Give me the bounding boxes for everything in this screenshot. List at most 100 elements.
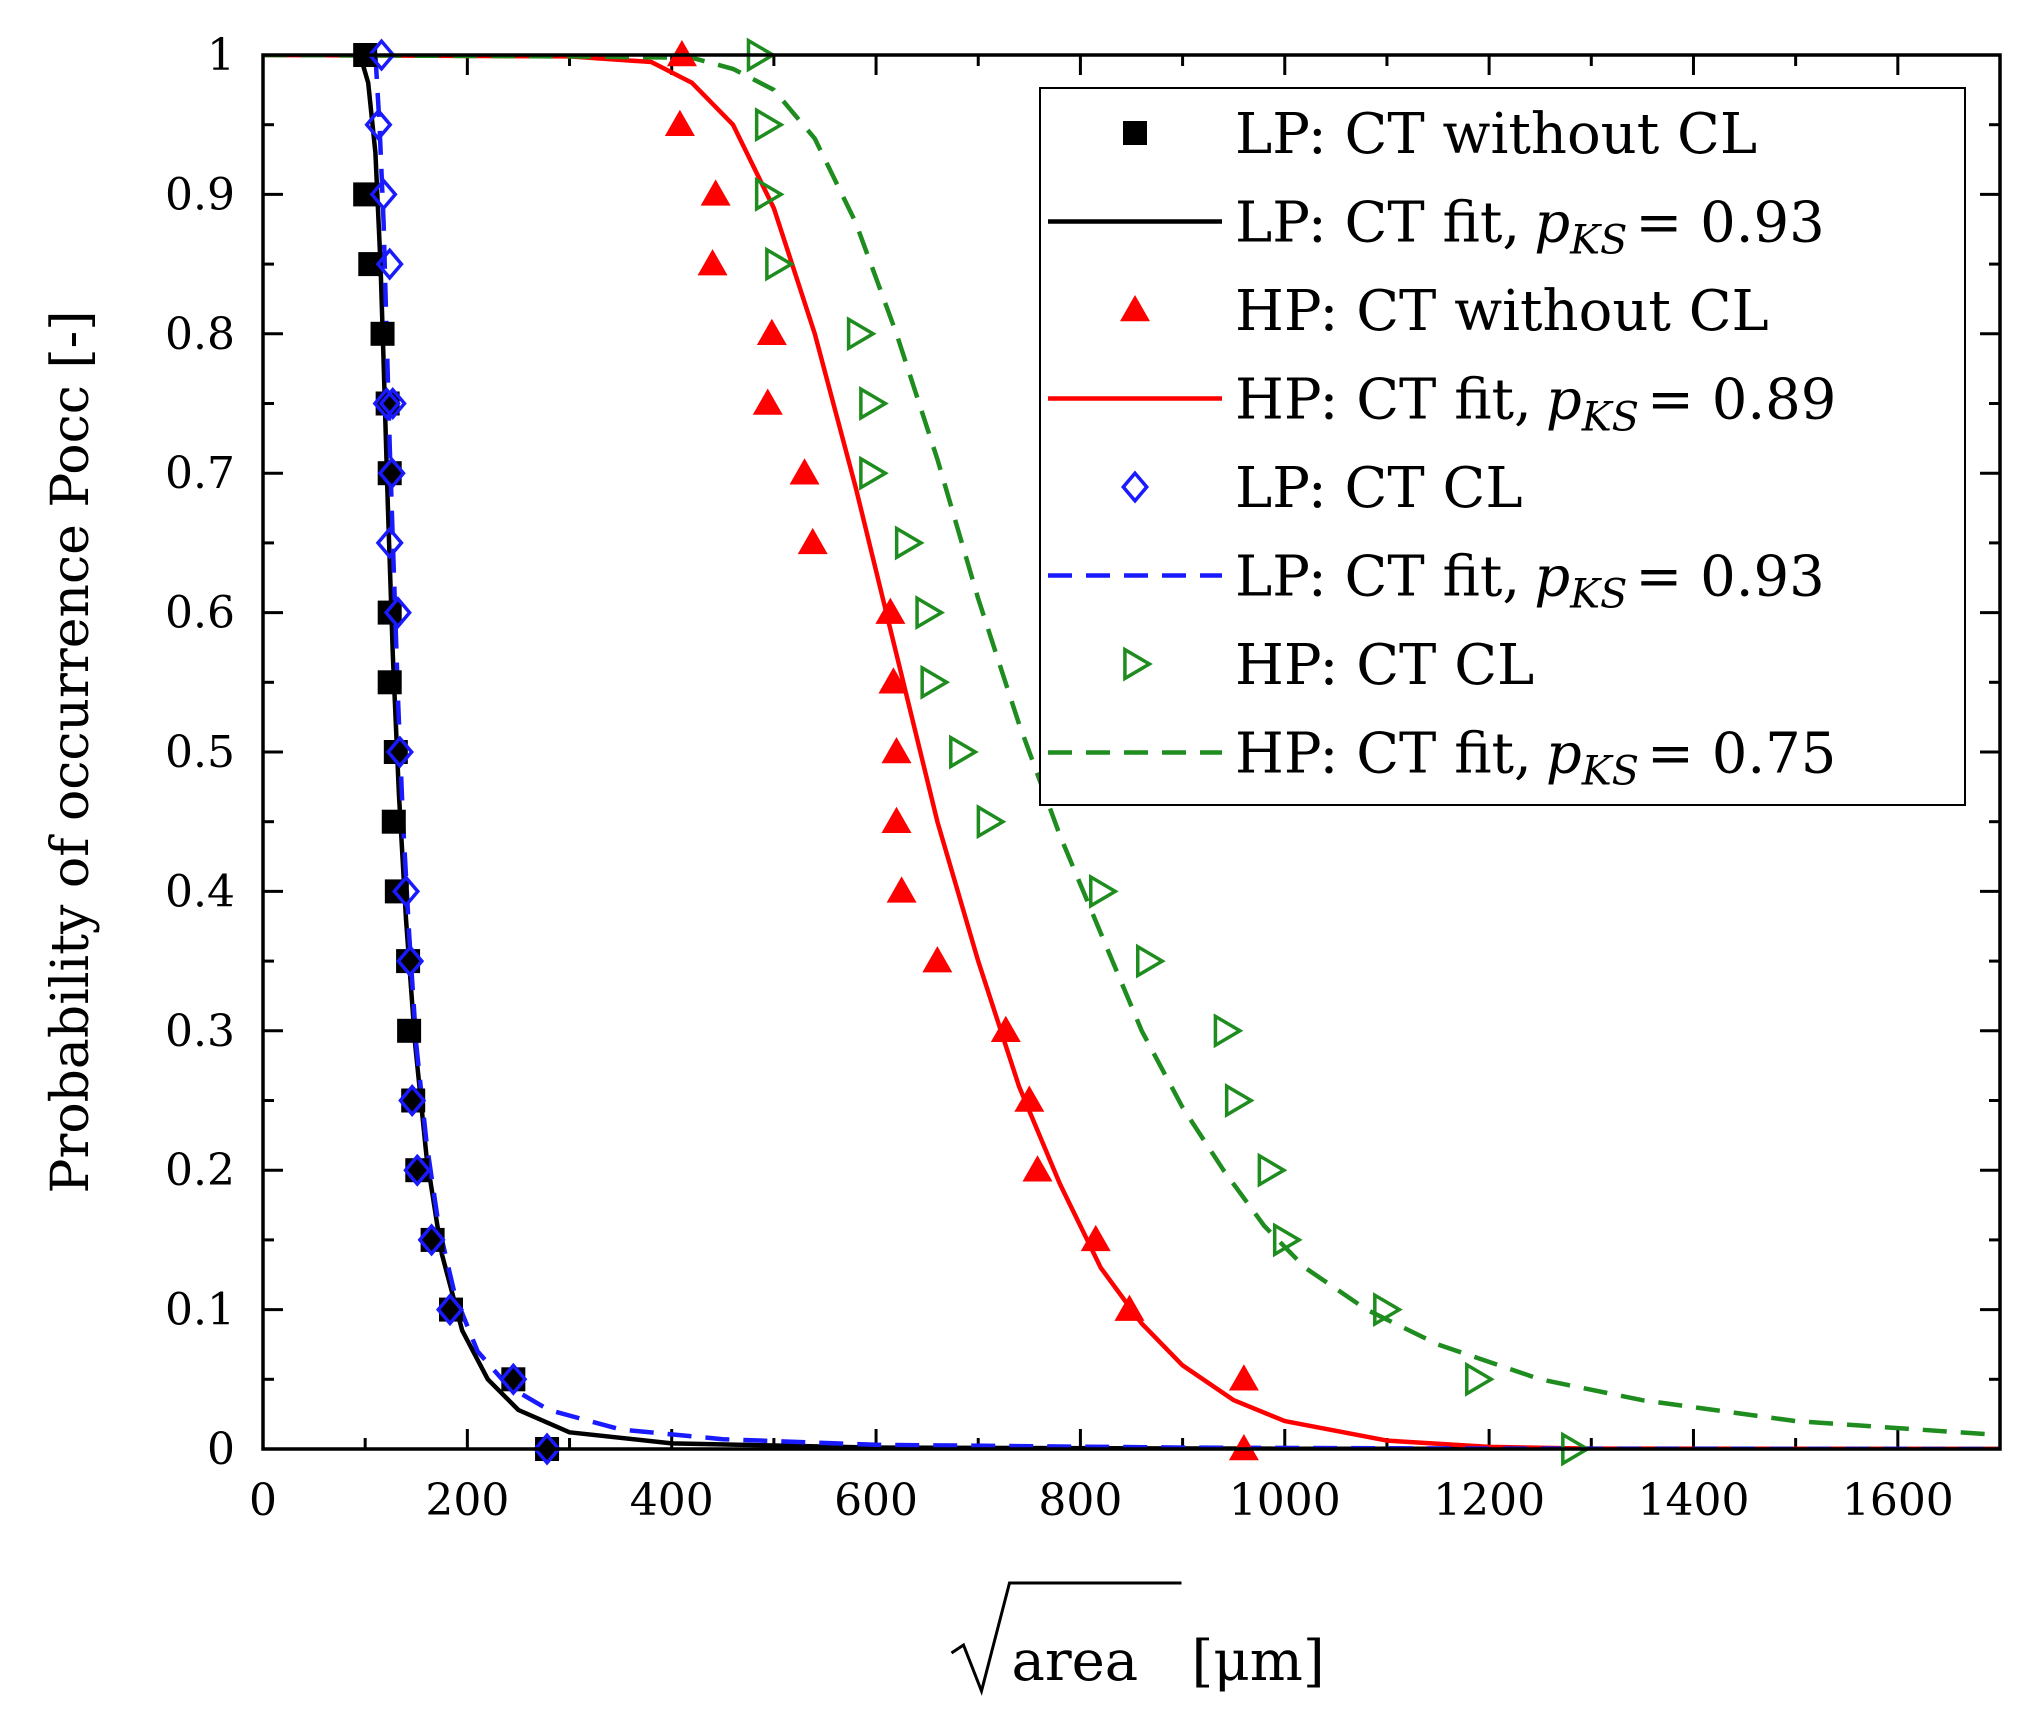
y-tick-label: 0.1 <box>165 1285 235 1336</box>
data-point-series-4 <box>369 177 398 211</box>
y-tick-label: 0.2 <box>165 1145 235 1196</box>
data-point-series-2 <box>1114 1294 1145 1321</box>
data-point-series-2 <box>875 597 906 624</box>
legend-marker-2 <box>1120 295 1150 322</box>
x-tick-label: 1600 <box>1842 1475 1954 1526</box>
data-point-series-4 <box>398 1083 427 1118</box>
x-tick-label: 800 <box>1038 1475 1122 1526</box>
data-point-series-2 <box>664 109 695 136</box>
data-point-series-4 <box>435 1293 465 1327</box>
data-point-series-6 <box>894 525 925 561</box>
data-point-series-6 <box>1465 1361 1495 1397</box>
pks-subscript: KS <box>1569 572 1627 618</box>
data-point-series-0 <box>401 1088 426 1113</box>
series-line-7 <box>263 55 2000 1438</box>
data-point-series-4 <box>364 108 393 142</box>
pks-equals: = <box>1647 722 1712 787</box>
data-point-series-0 <box>377 670 402 695</box>
data-point-series-6 <box>754 176 785 212</box>
data-point-series-4 <box>499 1362 528 1396</box>
pks-value: 0.93 <box>1700 191 1825 256</box>
data-point-series-0 <box>501 1367 526 1392</box>
x-tick-label: 400 <box>630 1475 714 1526</box>
data-point-series-4 <box>396 944 425 978</box>
x-axis-label-root: area <box>1012 1629 1139 1694</box>
plot-frame <box>261 53 2002 1451</box>
data-point-series-0 <box>384 879 409 904</box>
legend-label-7: HP: CT fit, pKS = 0.75 <box>1235 722 1836 795</box>
legend-marker-4 <box>1120 470 1150 504</box>
y-axis-label: Probability of occurrence Pocc [-] <box>41 310 101 1193</box>
data-point-series-4 <box>375 247 404 281</box>
legend-marker-0 <box>1123 121 1147 145</box>
legend-box <box>1039 87 1966 806</box>
pks-value: 0.93 <box>1700 545 1825 610</box>
legend-label-5: LP: CT fit, pKS = 0.93 <box>1235 545 1825 618</box>
data-point-series-0 <box>405 1158 430 1183</box>
data-point-series-2 <box>1014 1085 1045 1112</box>
y-tick-label: 0.8 <box>165 309 235 360</box>
data-point-series-6 <box>754 107 785 143</box>
data-point-series-2 <box>697 249 728 276</box>
data-point-series-2 <box>797 527 828 555</box>
data-point-series-2 <box>881 737 912 764</box>
pks-symbol: p <box>1534 545 1570 610</box>
tick-labels: 0 200 400 600 800 1000 1200 1400 1600 0 0.1 0.2 0.3 0… <box>165 30 1954 1526</box>
data-point-series-4 <box>377 456 406 490</box>
x-tick-label: 200 <box>425 1475 509 1526</box>
y-tick-label: 0.9 <box>165 169 235 220</box>
pks-value: 0.75 <box>1712 722 1837 787</box>
data-point-series-0 <box>377 600 402 625</box>
data-point-series-4 <box>385 735 414 769</box>
x-tick-label: 1200 <box>1433 1475 1545 1526</box>
legend: LP: CT without CL LP: CT fit, pKS = 0.93 HP:… <box>1039 87 1966 806</box>
data-point-series-2 <box>1022 1155 1053 1182</box>
data-point-series-4 <box>392 874 421 908</box>
data-point-series-6 <box>859 386 889 421</box>
x-tick-label: 600 <box>834 1475 918 1526</box>
x-tick-label: 1400 <box>1637 1475 1749 1526</box>
y-tick-label: 1 <box>207 30 235 81</box>
legend-label-3: HP: CT fit, pKS = 0.89 <box>1235 368 1836 441</box>
x-tick-label: 1000 <box>1229 1475 1341 1526</box>
data-point-series-2 <box>700 179 731 206</box>
y-tick-label: 0.3 <box>165 1006 235 1057</box>
data-point-series-2 <box>1228 1434 1259 1461</box>
data-point-series-6 <box>765 246 795 282</box>
pks-symbol: p <box>1534 191 1570 256</box>
y-tick-label: 0.4 <box>165 866 235 917</box>
legend-name: HP: CT fit, <box>1235 368 1532 433</box>
data-point-series-2 <box>881 806 912 833</box>
data-point-series-6 <box>1373 1292 1403 1328</box>
data-point-series-4 <box>417 1223 446 1257</box>
legend-label-0: LP: CT without CL <box>1235 102 1757 167</box>
y-tick-label: 0.5 <box>165 727 235 778</box>
pks-equals: = <box>1635 191 1700 256</box>
data-point-series-2 <box>878 667 909 694</box>
data-point-series-6 <box>976 804 1007 840</box>
data-point-series-2 <box>922 946 953 973</box>
pks-subscript: KS <box>1569 218 1627 264</box>
data-point-series-0 <box>420 1227 445 1252</box>
data-point-series-6 <box>949 734 979 770</box>
data-point-series-6 <box>1257 1152 1288 1188</box>
x-tick-label: 0 <box>249 1475 277 1526</box>
pks-symbol: p <box>1546 722 1582 787</box>
data-point-series-2 <box>789 458 820 485</box>
data-point-series-0 <box>397 1018 422 1043</box>
legend-label-2: HP: CT without CL <box>1235 279 1769 344</box>
data-point-series-4 <box>383 596 412 630</box>
data-point-series-2 <box>1080 1224 1111 1252</box>
legend-name: HP: CT fit, <box>1235 722 1532 787</box>
data-point-series-4 <box>367 38 396 72</box>
x-axis-label-unit: [μm] <box>1192 1629 1325 1694</box>
data-point-series-4 <box>372 386 401 421</box>
sqrt-symbol <box>950 1581 1182 1696</box>
data-point-series-6 <box>1136 943 1166 979</box>
data-point-series-6 <box>920 664 951 700</box>
x-axis-label: area [μm] <box>950 1581 1325 1696</box>
data-point-series-6 <box>846 316 877 352</box>
data-point-series-0 <box>381 809 406 834</box>
data-point-series-4 <box>375 526 404 560</box>
